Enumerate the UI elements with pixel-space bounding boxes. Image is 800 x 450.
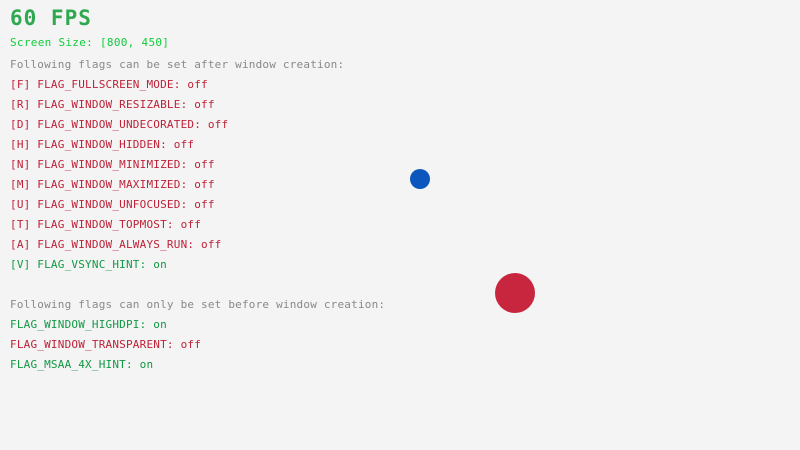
flag-row-window-maximized[interactable]: [M] FLAG_WINDOW_MAXIMIZED: off bbox=[10, 178, 215, 191]
red-ball-shape bbox=[495, 273, 535, 313]
flag-row-window-resizable[interactable]: [R] FLAG_WINDOW_RESIZABLE: off bbox=[10, 98, 215, 111]
flag-row-window-always-run[interactable]: [A] FLAG_WINDOW_ALWAYS_RUN: off bbox=[10, 238, 222, 251]
flag-row-window-undecorated[interactable]: [D] FLAG_WINDOW_UNDECORATED: off bbox=[10, 118, 229, 131]
blue-ball-shape bbox=[410, 169, 430, 189]
flag-row-vsync-hint[interactable]: [V] FLAG_VSYNC_HINT: on bbox=[10, 258, 167, 271]
runtime-flags-header: Following flags can be set after window … bbox=[10, 58, 345, 71]
flag-row-fullscreen-mode[interactable]: [F] FLAG_FULLSCREEN_MODE: off bbox=[10, 78, 208, 91]
flag-row-window-unfocused[interactable]: [U] FLAG_WINDOW_UNFOCUSED: off bbox=[10, 198, 215, 211]
flag-row-window-hidden[interactable]: [H] FLAG_WINDOW_HIDDEN: off bbox=[10, 138, 195, 151]
flag-row-window-topmost[interactable]: [T] FLAG_WINDOW_TOPMOST: off bbox=[10, 218, 202, 231]
flag-row-window-transparent: FLAG_WINDOW_TRANSPARENT: off bbox=[10, 338, 202, 351]
screen-size-label: Screen Size: [800, 450] bbox=[10, 36, 170, 49]
flag-row-msaa-4x-hint: FLAG_MSAA_4X_HINT: on bbox=[10, 358, 154, 371]
fps-counter: 60 FPS bbox=[10, 6, 92, 30]
flag-row-window-minimized[interactable]: [N] FLAG_WINDOW_MINIMIZED: off bbox=[10, 158, 215, 171]
flag-row-window-highdpi: FLAG_WINDOW_HIGHDPI: on bbox=[10, 318, 167, 331]
creation-flags-header: Following flags can only be set before w… bbox=[10, 298, 386, 311]
